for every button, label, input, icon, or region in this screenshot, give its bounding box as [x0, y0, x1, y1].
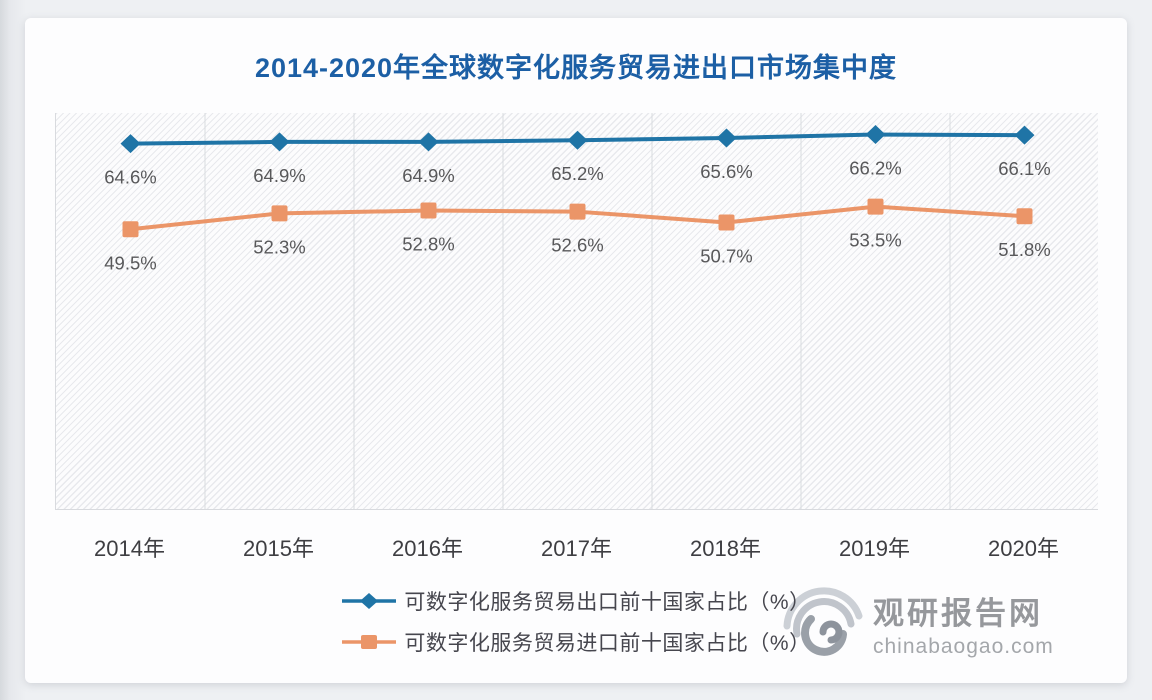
x-axis-label: 2018年 [690, 536, 761, 561]
data-point-label: 66.2% [849, 158, 901, 179]
data-point-label: 64.6% [104, 167, 156, 188]
data-point-label: 65.2% [551, 163, 603, 184]
data-point-label: 64.9% [402, 165, 454, 186]
x-axis: 2014年 2015年 2016年 2017年 2018年 2019年 2020年 [55, 532, 1098, 566]
data-point-marker [420, 202, 437, 219]
legend-item-export: 可数字化服务贸易出口前十国家占比（%） [341, 586, 810, 616]
data-point-label: 52.3% [253, 236, 305, 257]
data-point-marker [718, 214, 735, 231]
data-point-label: 52.6% [551, 235, 603, 256]
export-series-legend-marker-icon [342, 593, 397, 609]
data-point-marker [269, 132, 290, 152]
data-point-label: 65.6% [700, 161, 752, 182]
watermark-site-url: chinabaogao.com [873, 634, 1054, 658]
data-point-label: 49.5% [104, 252, 156, 273]
x-axis-label: 2015年 [243, 536, 314, 561]
data-point-marker [1016, 208, 1033, 225]
data-point-label: 51.8% [998, 239, 1050, 260]
plot-area: 64.6% 64.9% 64.9% 65.2% 65.6% 66.2% 66.1% 49.5%… [55, 113, 1098, 510]
data-point-marker [865, 125, 886, 145]
import-series-legend-marker-icon [342, 635, 397, 649]
chart-card: 2014-2020年全球数字化服务贸易进出口市场集中度 64.6% 64.9% 64… [25, 18, 1127, 683]
watermark: 观研报告网 chinabaogao.com [781, 578, 1111, 678]
x-axis-label: 2020年 [988, 536, 1059, 561]
x-axis-label: 2017年 [541, 536, 612, 561]
data-point-label: 52.8% [402, 234, 454, 255]
data-point-label: 53.5% [849, 230, 901, 251]
legend-label-import: 可数字化服务贸易进口前十国家占比（%） [404, 632, 811, 655]
x-axis-label: 2019年 [839, 536, 910, 561]
legend-item-import: 可数字化服务贸易进口前十国家占比（%） [341, 627, 810, 657]
chinabaogao-logo-icon [783, 587, 863, 656]
line-chart-canvas: 64.6% 64.9% 64.9% 65.2% 65.6% 66.2% 66.1% 49.5%… [104, 113, 1051, 510]
data-point-label: 66.1% [998, 158, 1050, 179]
chart-legend: 可数字化服务贸易出口前十国家占比（%） 可数字化服务贸易进口前十国家占比（%） [25, 586, 1127, 657]
data-point-marker [120, 134, 141, 154]
x-axis-label: 2014年 [94, 536, 165, 561]
watermark-text: 观研报告网 chinabaogao.com [873, 597, 1054, 658]
x-axis-label: 2016年 [392, 536, 463, 561]
data-point-marker [418, 132, 439, 152]
data-point-marker [1014, 125, 1035, 145]
watermark-site-name: 观研报告网 [873, 596, 1043, 632]
legend-label-export: 可数字化服务贸易出口前十国家占比（%） [404, 591, 811, 614]
data-point-marker [569, 203, 586, 220]
data-point-marker [716, 128, 737, 148]
data-point-marker [271, 205, 288, 222]
data-point-label: 64.9% [253, 165, 305, 186]
data-point-marker [867, 198, 884, 215]
chart-title: 2014-2020年全球数字化服务贸易进出口市场集中度 [254, 53, 898, 83]
data-point-marker [567, 130, 588, 150]
data-point-label: 50.7% [700, 245, 752, 266]
data-point-marker [122, 221, 139, 238]
